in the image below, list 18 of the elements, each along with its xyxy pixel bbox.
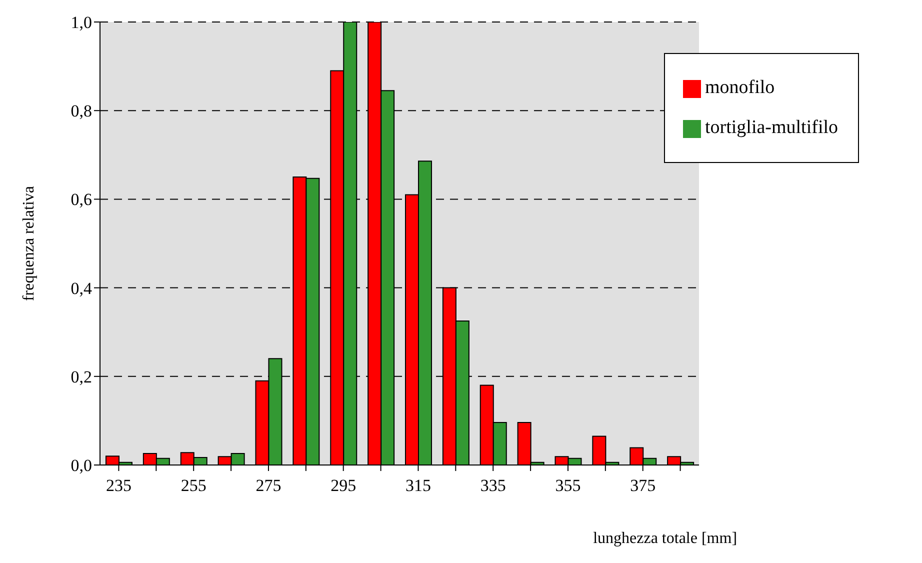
y-axis-title: frequenza relativa bbox=[20, 186, 38, 302]
y-tick-label: 0,8 bbox=[70, 102, 92, 121]
x-tick-label: 255 bbox=[180, 476, 206, 496]
y-tick-label: 0,4 bbox=[70, 278, 92, 298]
y-tick-label: 0,6 bbox=[70, 190, 92, 210]
y-tick-label: 1,0 bbox=[70, 13, 92, 32]
legend-label: monofilo bbox=[705, 77, 775, 98]
x-tick-label: 355 bbox=[555, 476, 581, 496]
x-tick-label: 235 bbox=[106, 476, 132, 496]
x-tick-label: 315 bbox=[405, 476, 431, 496]
y-tick-label: 0,2 bbox=[70, 367, 92, 386]
y-tick-label: 0,0 bbox=[70, 456, 92, 476]
x-tick-label: 295 bbox=[330, 476, 356, 496]
legend-label: tortiglia-multifilo bbox=[705, 117, 838, 138]
x-tick-label: 275 bbox=[256, 476, 282, 496]
x-tick-label: 335 bbox=[480, 476, 506, 496]
x-axis-title: lunghezza totale [mm] bbox=[593, 530, 738, 547]
x-tick-label: 375 bbox=[630, 476, 656, 496]
